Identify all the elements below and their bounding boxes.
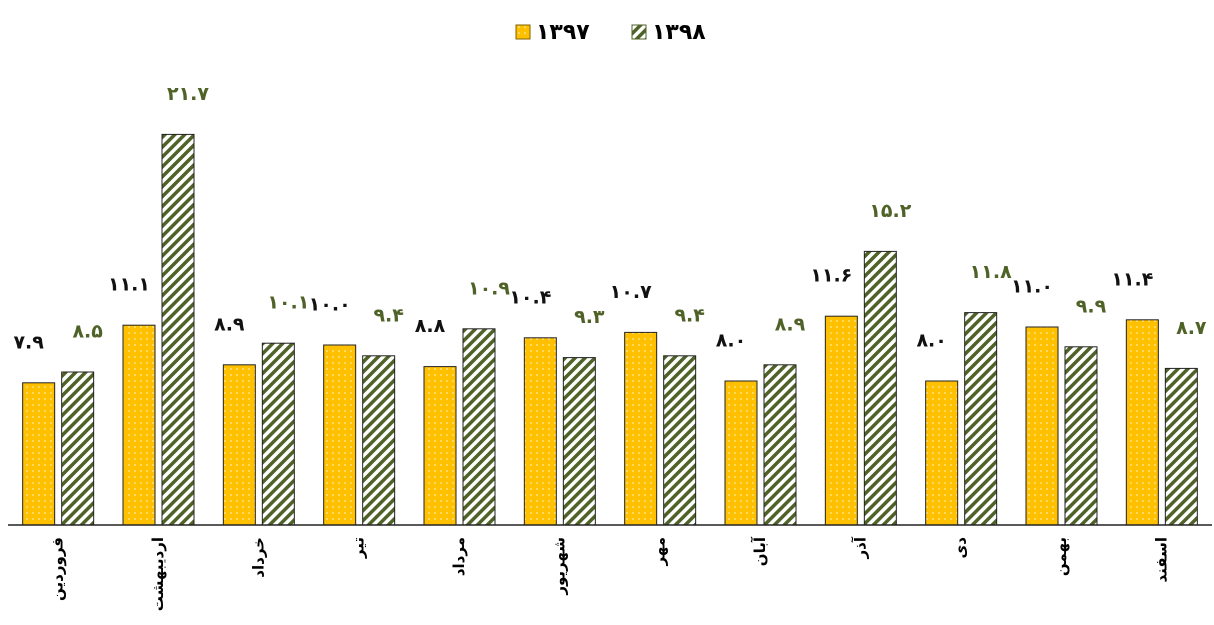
data-label: ۱۱.۰ <box>1011 276 1053 298</box>
bar <box>624 331 658 526</box>
data-label: ۲۱.۷ <box>167 83 209 105</box>
bar <box>161 133 195 526</box>
x-tick-label: مرداد <box>450 537 468 576</box>
legend-swatch <box>515 24 531 40</box>
x-tick-label: اردیبهشت <box>149 537 167 611</box>
bar <box>1164 367 1198 526</box>
data-label: ۸.۹ <box>214 313 245 335</box>
data-label: ۱۱.۶ <box>810 265 852 287</box>
data-label: ۱۵.۲ <box>869 200 911 222</box>
bar <box>964 312 998 526</box>
x-tick-label: آذر <box>851 536 869 559</box>
bar <box>222 364 256 526</box>
data-label: ۱۰.۴ <box>509 286 551 308</box>
x-tick-label: مهر <box>651 537 669 567</box>
bar <box>863 250 897 526</box>
data-label: ۸.۷ <box>1176 317 1207 339</box>
bar <box>663 355 697 526</box>
bar <box>61 371 95 526</box>
x-tick-label: شهریور <box>550 537 568 596</box>
bar <box>763 364 797 526</box>
data-label: ۸.۰ <box>916 330 946 352</box>
x-tick-label: دی <box>952 537 970 559</box>
data-label: ۷.۹ <box>13 331 44 353</box>
data-label: ۱۱.۴ <box>1111 268 1153 290</box>
bar <box>22 382 56 526</box>
data-label: ۱۰.۰ <box>309 294 351 316</box>
data-label: ۸.۰ <box>716 330 746 352</box>
data-label: ۱۰.۱ <box>267 292 309 314</box>
data-label: ۹.۴ <box>373 304 403 326</box>
data-label: ۸.۵ <box>72 321 103 343</box>
x-tick-label: تیر <box>350 537 368 559</box>
bar <box>261 342 295 526</box>
x-tick-label: آبان <box>751 536 769 566</box>
data-label: ۹.۳ <box>574 306 605 328</box>
data-label: ۹.۴ <box>674 304 704 326</box>
legend-swatch <box>631 24 647 40</box>
x-tick-label: خرداد <box>249 537 267 578</box>
bar <box>462 328 496 526</box>
bar <box>122 324 156 526</box>
data-label: ۹.۹ <box>1076 295 1107 317</box>
bar <box>1125 319 1159 526</box>
data-label: ۱۰.۷ <box>610 281 652 303</box>
data-label: ۸.۹ <box>775 313 806 335</box>
bar <box>724 380 758 526</box>
bar <box>562 357 596 526</box>
bar <box>925 380 959 526</box>
bar <box>323 344 357 526</box>
data-label: ۱۱.۸ <box>970 261 1012 283</box>
x-tick-label: فروردین <box>49 537 67 601</box>
bar <box>824 315 858 526</box>
bar <box>523 337 557 526</box>
data-label: ۸.۸ <box>415 315 446 337</box>
data-label: ۱۰.۹ <box>468 277 510 299</box>
legend-label: ۱۳۹۸ <box>652 20 706 45</box>
legend-label: ۱۳۹۷ <box>536 20 590 45</box>
x-tick-label: اسفند <box>1152 537 1170 582</box>
bar <box>362 355 396 526</box>
x-tick-label: بهمن <box>1052 537 1070 576</box>
bar <box>1064 346 1098 526</box>
data-label: ۱۱.۱ <box>108 274 150 296</box>
bar <box>423 366 457 526</box>
bar <box>1025 326 1059 526</box>
